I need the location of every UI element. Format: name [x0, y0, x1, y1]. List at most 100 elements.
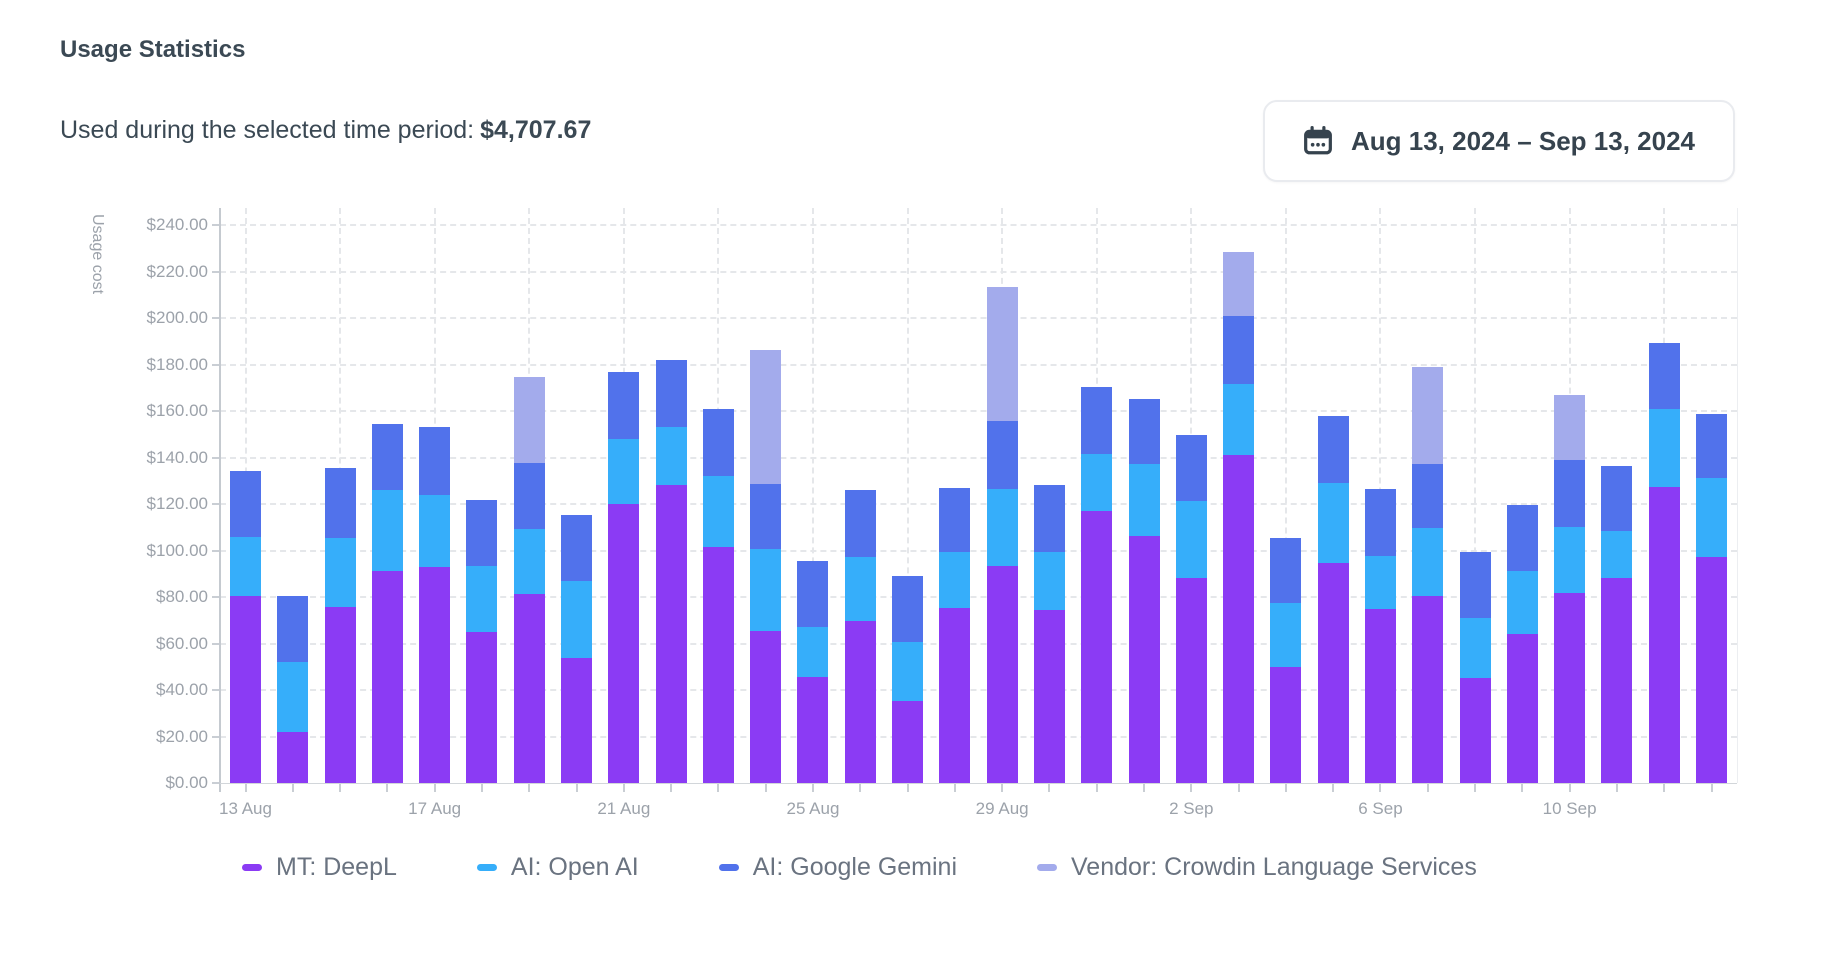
- bar-7-sep[interactable]: [1412, 367, 1444, 783]
- bar-segment-vendor-crowdin-language-services: [986, 286, 1018, 422]
- bar-26-aug[interactable]: [844, 489, 876, 783]
- bar-segment-vendor-crowdin-language-services: [1412, 367, 1444, 464]
- bar-segment-ai-google-gemini: [1317, 416, 1349, 483]
- y-axis-tick: [212, 549, 219, 552]
- x-axis-tick: [1237, 784, 1240, 792]
- y-axis-tick: [212, 689, 219, 691]
- x-axis-tick: [339, 784, 342, 792]
- x-axis-label: 10 Sep: [1542, 799, 1597, 818]
- bar-segment-ai-google-gemini: [1506, 505, 1538, 572]
- y-axis-label: $220.00: [146, 261, 208, 281]
- bar-1-sep[interactable]: [1128, 398, 1160, 783]
- bar-segment-ai-open-ai: [419, 494, 451, 567]
- bar-segment-mt-deepl: [1317, 562, 1349, 783]
- bar-segment-ai-open-ai: [561, 580, 593, 659]
- bar-segment-ai-google-gemini: [797, 561, 829, 628]
- bar-segment-ai-open-ai: [702, 475, 734, 547]
- bar-segment-ai-open-ai: [844, 556, 876, 621]
- legend-item-ai-google-gemini[interactable]: AI: Google Gemini: [718, 853, 957, 882]
- bar-segment-vendor-crowdin-language-services: [513, 377, 545, 464]
- bar-10-sep[interactable]: [1554, 394, 1586, 783]
- x-axis-tick: [1048, 784, 1051, 792]
- bar-segment-ai-google-gemini: [1223, 316, 1255, 385]
- bar-segment-mt-deepl: [797, 677, 829, 783]
- bar-22-aug[interactable]: [655, 359, 687, 783]
- bar-28-aug[interactable]: [939, 487, 971, 783]
- bar-segment-ai-open-ai: [1223, 384, 1255, 455]
- bar-23-aug[interactable]: [702, 408, 734, 783]
- horizontal-gridline: [220, 410, 1737, 412]
- bar-13-sep[interactable]: [1696, 413, 1727, 783]
- bar-segment-mt-deepl: [419, 566, 451, 783]
- bar-segment-mt-deepl: [1459, 677, 1491, 783]
- bar-31-aug[interactable]: [1081, 387, 1113, 783]
- bar-segment-ai-google-gemini: [1696, 413, 1727, 479]
- x-axis-tick: [1001, 784, 1004, 792]
- bar-12-sep[interactable]: [1648, 343, 1680, 783]
- bar-29-aug[interactable]: [986, 286, 1018, 783]
- bar-27-aug[interactable]: [892, 575, 924, 783]
- y-axis-tick: [212, 782, 219, 784]
- bar-segment-mt-deepl: [277, 731, 309, 783]
- y-axis-label: $80.00: [156, 587, 208, 606]
- bar-segment-vendor-crowdin-language-services: [1223, 252, 1255, 317]
- bar-20-aug[interactable]: [561, 514, 593, 783]
- bar-14-aug[interactable]: [277, 595, 309, 783]
- x-axis-tick: [1095, 784, 1098, 792]
- bar-segment-ai-open-ai: [1270, 603, 1302, 667]
- chart-legend: MT: DeepL AI: Open AI AI: Google Gemini Ven…: [242, 853, 1477, 882]
- bar-25-aug[interactable]: [797, 561, 829, 783]
- bar-5-sep[interactable]: [1317, 416, 1349, 783]
- bar-segment-mt-deepl: [324, 606, 356, 783]
- horizontal-gridline: [220, 503, 1737, 505]
- bar-segment-ai-open-ai: [1128, 464, 1160, 537]
- bar-18-aug[interactable]: [466, 499, 498, 783]
- date-range-label: Aug 13, 2024 – Sep 13, 2024: [1351, 125, 1695, 156]
- legend-item-vendor-crowdin-language-services[interactable]: Vendor: Crowdin Language Services: [1037, 853, 1477, 882]
- bar-segment-mt-deepl: [513, 594, 545, 783]
- bar-6-sep[interactable]: [1364, 489, 1396, 783]
- bar-30-aug[interactable]: [1033, 485, 1065, 783]
- date-range-picker[interactable]: Aug 13, 2024 – Sep 13, 2024: [1263, 100, 1735, 182]
- bar-16-aug[interactable]: [371, 424, 403, 783]
- bar-segment-ai-google-gemini: [1601, 465, 1633, 532]
- bar-13-aug[interactable]: [230, 470, 261, 783]
- vertical-gridline: [906, 208, 909, 783]
- bar-segment-ai-open-ai: [1506, 571, 1538, 635]
- bar-segment-mt-deepl: [986, 565, 1018, 783]
- plot-right-border: [1737, 208, 1738, 783]
- bar-segment-mt-deepl: [1554, 592, 1586, 783]
- bar-4-sep[interactable]: [1270, 537, 1302, 783]
- bar-segment-mt-deepl: [655, 484, 687, 783]
- legend-swatch-icon: [718, 864, 739, 871]
- bar-24-aug[interactable]: [750, 350, 782, 783]
- horizontal-gridline: [220, 270, 1737, 273]
- bar-11-sep[interactable]: [1601, 465, 1633, 783]
- bar-19-aug[interactable]: [513, 377, 545, 783]
- y-axis-tick: [212, 410, 219, 412]
- bar-segment-ai-google-gemini: [277, 595, 309, 663]
- legend-item-mt-deepl[interactable]: MT: DeepL: [242, 853, 397, 882]
- bar-segment-mt-deepl: [1412, 595, 1444, 783]
- bar-2-sep[interactable]: [1175, 434, 1207, 783]
- bar-segment-mt-deepl: [371, 570, 403, 783]
- bar-17-aug[interactable]: [419, 427, 451, 783]
- y-axis-label: $20.00: [156, 726, 208, 746]
- x-axis-tick: [1663, 784, 1666, 792]
- y-axis-tick: [212, 456, 219, 459]
- bar-9-sep[interactable]: [1506, 505, 1538, 783]
- vertical-gridline: [1284, 208, 1287, 783]
- bar-8-sep[interactable]: [1459, 552, 1491, 783]
- bar-segment-ai-open-ai: [1364, 555, 1396, 609]
- x-axis-tick: [1143, 784, 1146, 792]
- bar-21-aug[interactable]: [608, 372, 640, 783]
- bar-3-sep[interactable]: [1223, 252, 1255, 783]
- bar-segment-mt-deepl: [608, 503, 640, 783]
- bar-segment-mt-deepl: [1033, 609, 1065, 783]
- horizontal-gridline: [220, 363, 1737, 366]
- bar-segment-ai-google-gemini: [844, 489, 876, 557]
- x-axis-line: [220, 783, 1737, 784]
- legend-item-ai-open-ai[interactable]: AI: Open AI: [476, 853, 639, 882]
- bar-15-aug[interactable]: [324, 467, 356, 783]
